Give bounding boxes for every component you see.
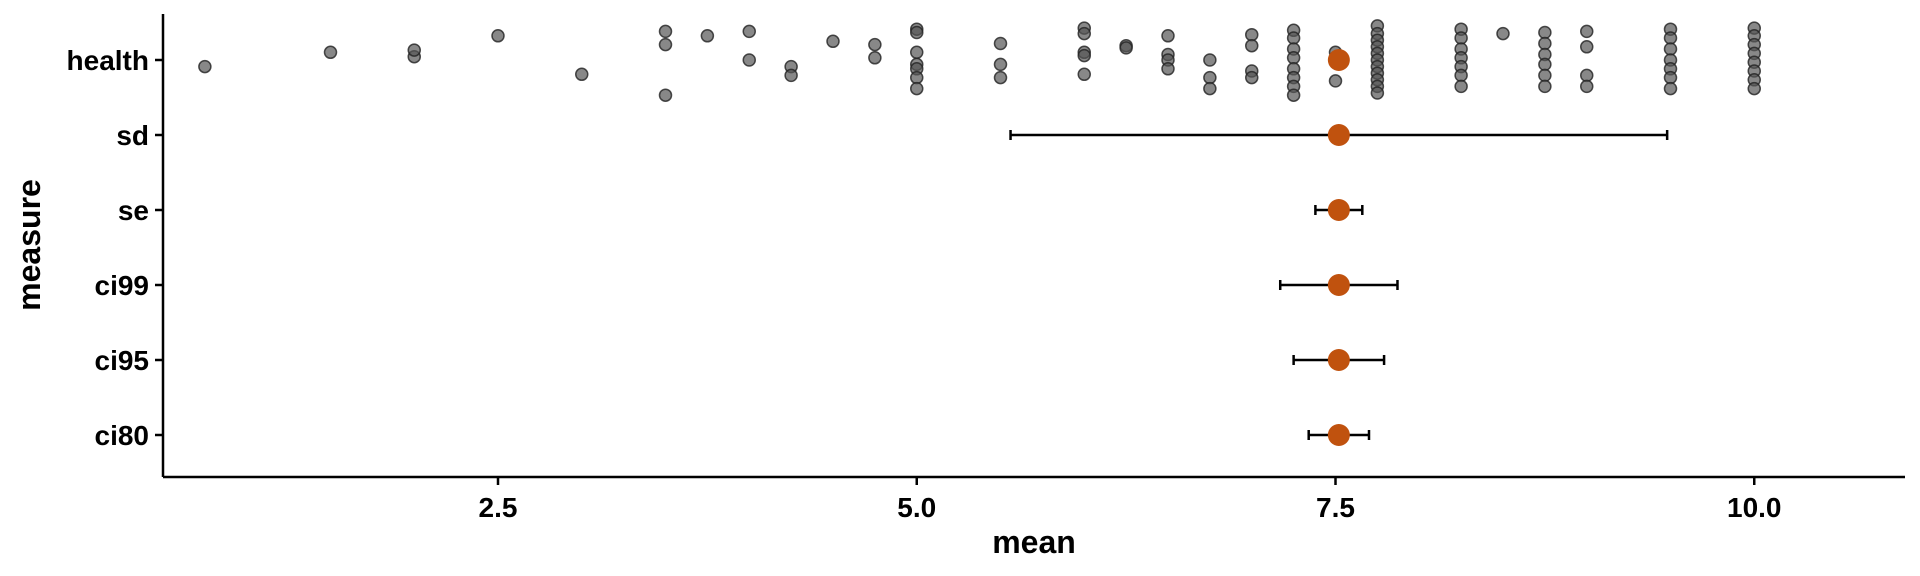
health-data-point (1245, 27, 1259, 42)
x-axis-ticks: 2.5 5.0 7.5 10.0 (479, 477, 1782, 523)
health-data-point (910, 81, 924, 96)
health-data-point (1580, 68, 1594, 83)
health-data-point (1580, 24, 1594, 39)
health-data-point (658, 37, 673, 52)
health-data-point (1538, 57, 1552, 72)
health-data-point (1203, 70, 1217, 85)
mean-point-ci80 (1327, 424, 1350, 446)
health-data-point (993, 36, 1008, 51)
health-data-point (1538, 36, 1552, 51)
health-data-point (1538, 68, 1552, 83)
health-data-point (323, 45, 338, 60)
health-data-point (658, 24, 673, 39)
health-data-point (1454, 68, 1468, 83)
health-data-point (1580, 40, 1594, 54)
health-data-point (1538, 79, 1552, 94)
health-data-point (575, 67, 589, 82)
health-data-point (1286, 51, 1301, 65)
y-tick-label-ci80: ci80 (95, 420, 150, 451)
health-data-point (1663, 81, 1678, 96)
health-data-point (1077, 26, 1091, 41)
health-data-point (1161, 29, 1175, 43)
mean-point-health (1327, 49, 1350, 71)
health-data-point (868, 51, 882, 65)
health-data-point (1496, 26, 1510, 41)
x-tick-label: 7.5 (1316, 492, 1355, 523)
health-data-point (826, 34, 840, 49)
health-data-point (1286, 31, 1301, 45)
x-tick-label: 10.0 (1727, 492, 1782, 523)
mean-point-se (1327, 199, 1350, 221)
health-data-point (1370, 86, 1385, 100)
y-tick-label-ci99: ci99 (95, 270, 150, 301)
mean-point-ci99 (1327, 274, 1350, 296)
health-data-point (407, 43, 421, 57)
health-data-point (491, 29, 505, 43)
health-data-point (1077, 67, 1091, 82)
health-data-point (993, 70, 1008, 85)
health-data-point (1663, 31, 1678, 45)
health-data-point (700, 29, 715, 43)
health-data-point (910, 25, 924, 40)
y-tick-label-ci95: ci95 (95, 345, 150, 376)
health-data-point (1161, 62, 1175, 76)
health-data-point (1245, 38, 1259, 53)
health-data-point (1328, 74, 1343, 88)
health-data-point (784, 68, 798, 83)
health-data-point (910, 70, 924, 85)
health-data-point (1747, 81, 1761, 96)
health-data-point (198, 59, 212, 74)
health-data-point (1663, 70, 1678, 85)
health-data-point (1286, 88, 1301, 102)
health-data-point (993, 57, 1008, 72)
y-tick-label-se: se (118, 195, 149, 226)
mean-point-sd (1327, 124, 1350, 146)
health-data-point (742, 53, 756, 67)
health-data-point (742, 24, 756, 39)
health-raw-points (198, 19, 1761, 102)
health-data-point (1580, 79, 1594, 94)
x-axis-title: mean (992, 524, 1076, 560)
health-data-point (1663, 42, 1678, 56)
health-data-point (1538, 25, 1552, 40)
y-axis-ticks: health sd se ci99 ci95 ci80 (67, 45, 163, 451)
y-axis-title: measure (11, 179, 47, 311)
health-data-point (1245, 70, 1259, 85)
health-data-point (1077, 48, 1091, 63)
health-data-point (658, 88, 673, 102)
x-tick-label: 5.0 (897, 492, 936, 523)
y-tick-label-health: health (67, 45, 149, 76)
health-data-point (910, 45, 924, 60)
mean-points (1327, 49, 1350, 446)
health-data-point (1454, 31, 1468, 45)
x-tick-label: 2.5 (479, 492, 518, 523)
mean-point-ci95 (1327, 349, 1350, 371)
health-data-point (1119, 41, 1133, 55)
health-data-point (1203, 53, 1217, 67)
health-data-point (1203, 81, 1217, 96)
health-data-point (868, 37, 882, 52)
y-tick-label-sd: sd (116, 120, 149, 151)
health-data-point (1454, 79, 1468, 94)
